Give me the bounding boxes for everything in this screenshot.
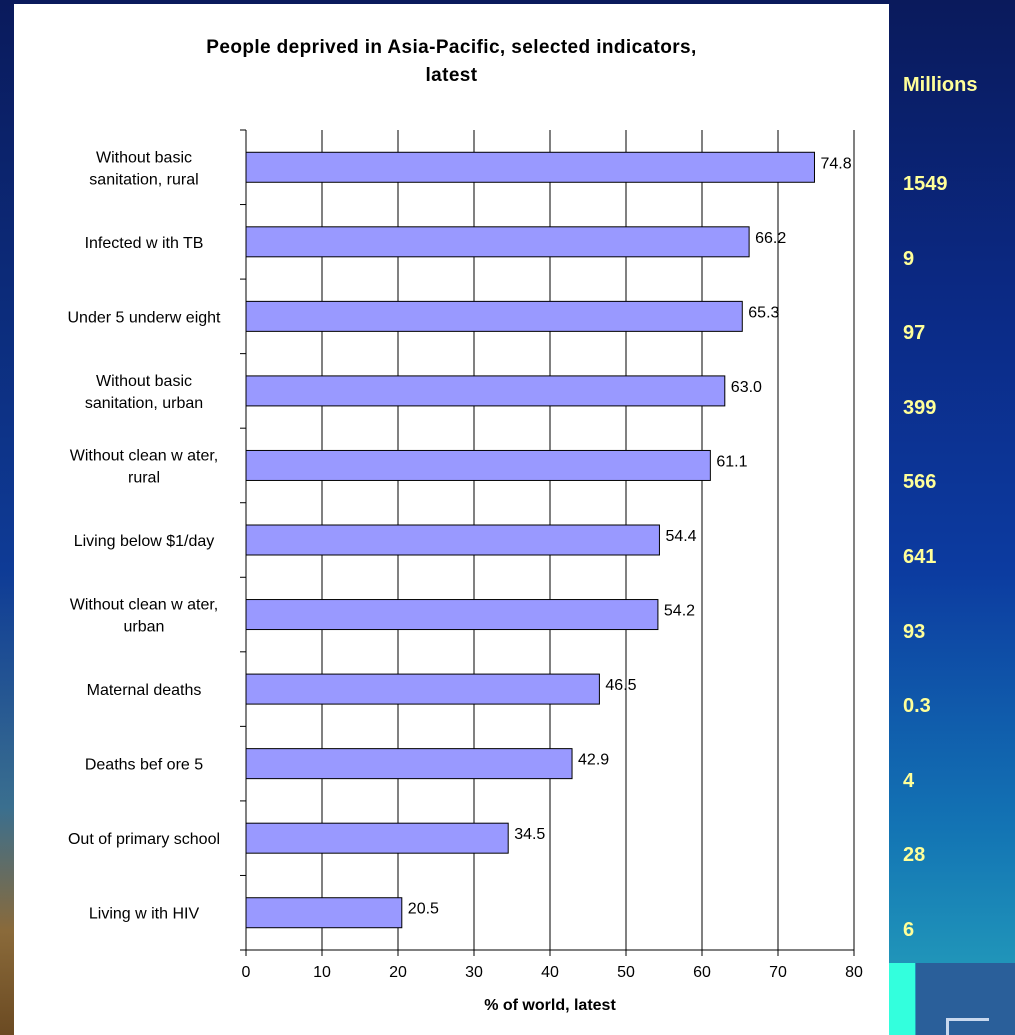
millions-value-4: 566 xyxy=(903,471,937,494)
x-tick-label-10: 10 xyxy=(313,964,331,981)
bar-9 xyxy=(245,822,509,854)
x-tick-label-40: 40 xyxy=(541,964,559,981)
value-label-0: 74.8 xyxy=(820,155,851,172)
bar-1 xyxy=(245,226,750,258)
category-label-7-0: Maternal deaths xyxy=(87,682,202,699)
chart-panel: People deprived in Asia-Pacific, selecte… xyxy=(14,4,889,1035)
category-label-8-0: Deaths bef ore 5 xyxy=(85,757,203,774)
category-label-0-0: Without basic xyxy=(96,149,192,166)
millions-header: Millions xyxy=(903,74,978,96)
chart-title-line-2: latest xyxy=(425,65,478,86)
x-tick-label-60: 60 xyxy=(693,964,711,981)
value-label-5: 54.4 xyxy=(665,528,696,545)
value-label-3: 63.0 xyxy=(731,379,762,396)
millions-value-0: 1549 xyxy=(903,173,948,196)
value-label-1: 66.2 xyxy=(755,230,786,247)
value-label-2: 65.3 xyxy=(748,304,779,321)
bar-2 xyxy=(245,300,743,332)
value-label-9: 34.5 xyxy=(514,826,545,843)
x-axis-title: % of world, latest xyxy=(484,997,616,1014)
x-tick-label-20: 20 xyxy=(389,964,407,981)
category-label-2-0: Under 5 underw eight xyxy=(68,309,222,326)
category-label-3-1: sanitation, urban xyxy=(85,395,203,412)
bar-4 xyxy=(245,449,711,481)
millions-value-7: 0.3 xyxy=(903,695,931,718)
bar-8 xyxy=(245,748,573,780)
value-label-10: 20.5 xyxy=(408,901,439,918)
x-tick-label-0: 0 xyxy=(242,964,251,981)
bar-10 xyxy=(245,897,403,929)
bar-7 xyxy=(245,673,600,705)
value-label-7: 46.5 xyxy=(605,677,636,694)
bar-chart: 0 10 20 30 40 50 60 70 80 74.8 Without basic sanita… xyxy=(68,129,863,1014)
category-label-9-0: Out of primary school xyxy=(68,831,220,848)
x-tick-label-50: 50 xyxy=(617,964,635,981)
accent-bar xyxy=(889,963,915,1035)
category-label-0-1: sanitation, rural xyxy=(89,171,198,188)
bar-5 xyxy=(245,524,660,556)
millions-value-1: 9 xyxy=(903,247,915,270)
value-label-8: 42.9 xyxy=(578,752,609,769)
millions-value-6: 93 xyxy=(903,620,926,643)
millions-value-3: 399 xyxy=(903,396,937,419)
chart-title-line-1: People deprived in Asia-Pacific, selecte… xyxy=(206,37,697,58)
slide-background-edge xyxy=(0,0,14,1035)
category-label-10-0: Living w ith HIV xyxy=(89,906,200,923)
bar-3 xyxy=(245,375,726,407)
x-tick-label-80: 80 xyxy=(845,964,863,981)
logo-block xyxy=(916,963,1015,1035)
x-tick-label-30: 30 xyxy=(465,964,483,981)
millions-value-2: 97 xyxy=(903,322,926,345)
value-label-6: 54.2 xyxy=(664,603,695,620)
chart-title: People deprived in Asia-Pacific, selecte… xyxy=(14,34,889,90)
millions-value-9: 28 xyxy=(903,844,926,867)
millions-value-5: 641 xyxy=(903,546,937,568)
x-tick-label-70: 70 xyxy=(769,964,787,981)
bar-6 xyxy=(245,599,659,631)
category-label-3-0: Without basic xyxy=(96,373,192,390)
logo-mark-icon xyxy=(946,1018,989,1035)
bar-0 xyxy=(245,151,815,183)
category-label-1-0: Infected w ith TB xyxy=(85,235,204,252)
category-label-4-1: rural xyxy=(128,469,160,486)
value-label-4: 61.1 xyxy=(716,453,747,470)
category-label-4-0: Without clean w ater, xyxy=(70,447,219,464)
millions-value-10: 6 xyxy=(903,918,915,941)
category-label-6-0: Without clean w ater, xyxy=(70,597,219,614)
category-label-5-0: Living below $1/day xyxy=(74,533,215,550)
category-label-6-1: urban xyxy=(124,619,165,636)
millions-value-8: 4 xyxy=(903,769,915,792)
